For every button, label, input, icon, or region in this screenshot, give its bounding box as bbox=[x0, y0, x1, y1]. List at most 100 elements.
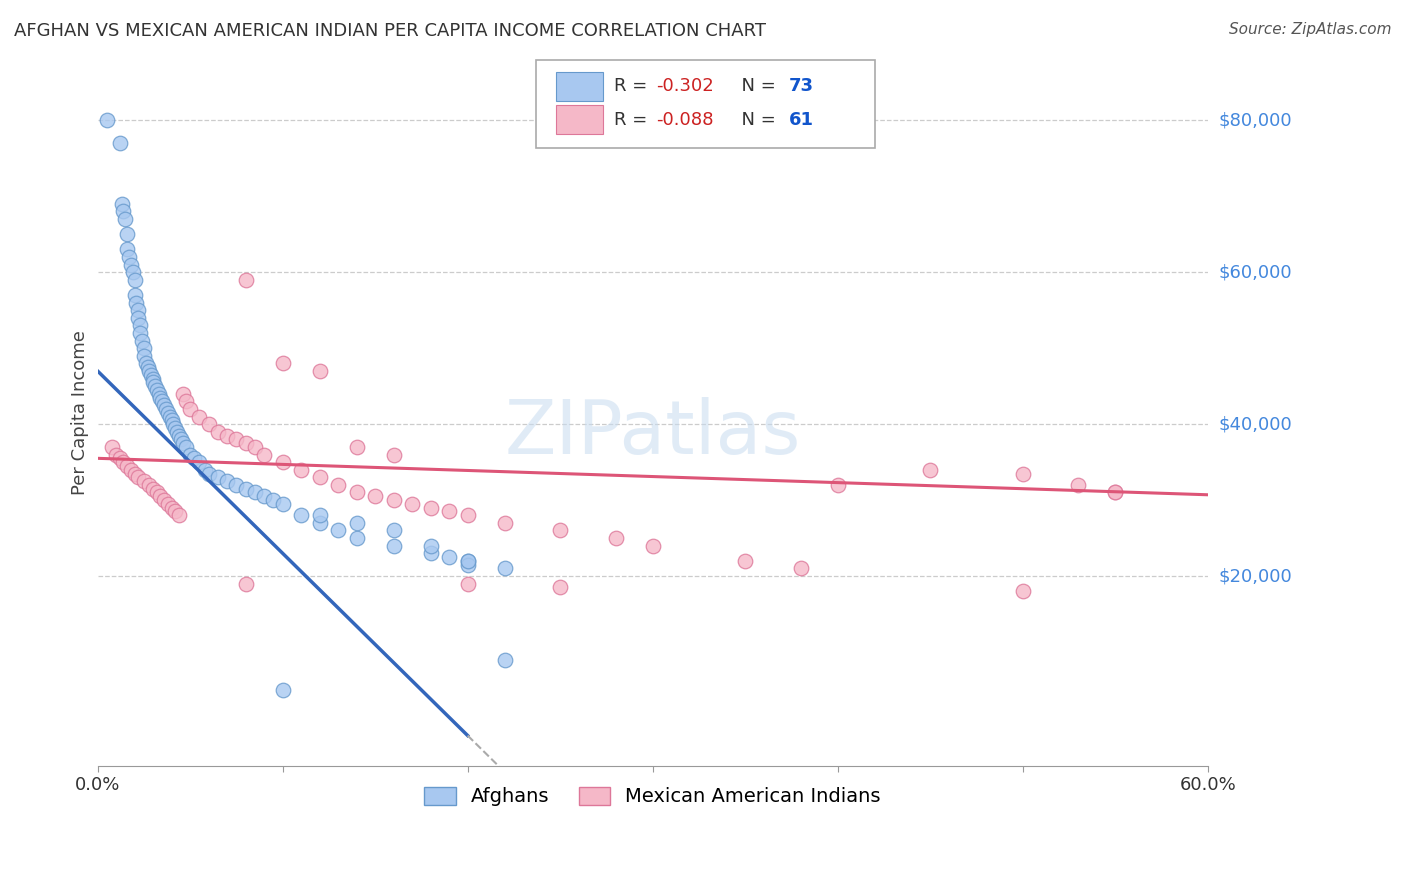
Text: $20,000: $20,000 bbox=[1219, 567, 1292, 585]
Point bbox=[179, 401, 201, 416]
Point bbox=[165, 504, 187, 518]
Point bbox=[437, 504, 460, 518]
Point bbox=[326, 524, 349, 538]
Point bbox=[111, 197, 134, 211]
Point bbox=[183, 451, 205, 466]
Point bbox=[308, 508, 330, 523]
Point bbox=[548, 581, 571, 595]
Point bbox=[290, 508, 312, 523]
Point bbox=[138, 364, 160, 378]
Point bbox=[194, 463, 217, 477]
Point bbox=[271, 356, 294, 370]
Point bbox=[207, 425, 229, 439]
Y-axis label: Per Capita Income: Per Capita Income bbox=[72, 330, 89, 495]
Point bbox=[253, 489, 276, 503]
Text: $40,000: $40,000 bbox=[1219, 415, 1292, 434]
Point bbox=[150, 394, 173, 409]
Point bbox=[225, 478, 247, 492]
Point bbox=[108, 136, 131, 150]
Point bbox=[382, 448, 405, 462]
Point bbox=[346, 440, 368, 454]
Text: $60,000: $60,000 bbox=[1219, 263, 1292, 281]
Text: AFGHAN VS MEXICAN AMERICAN INDIAN PER CAPITA INCOME CORRELATION CHART: AFGHAN VS MEXICAN AMERICAN INDIAN PER CA… bbox=[14, 22, 766, 40]
Point bbox=[457, 554, 479, 568]
Text: 61: 61 bbox=[789, 111, 814, 128]
Point bbox=[605, 531, 627, 545]
Point bbox=[457, 508, 479, 523]
Text: N =: N = bbox=[730, 78, 782, 95]
Point bbox=[132, 349, 155, 363]
Point bbox=[457, 554, 479, 568]
Point bbox=[243, 485, 266, 500]
Point bbox=[132, 341, 155, 355]
Point bbox=[112, 204, 135, 219]
Point bbox=[146, 485, 169, 500]
Point bbox=[172, 436, 194, 450]
Point bbox=[143, 379, 166, 393]
Point bbox=[235, 576, 257, 591]
Point bbox=[253, 448, 276, 462]
Point bbox=[419, 539, 441, 553]
Point bbox=[271, 497, 294, 511]
Point bbox=[118, 250, 141, 264]
Point bbox=[129, 326, 152, 340]
Point bbox=[457, 558, 479, 572]
Point bbox=[1104, 485, 1126, 500]
Point bbox=[346, 485, 368, 500]
Point bbox=[382, 539, 405, 553]
Point bbox=[162, 417, 184, 431]
Point bbox=[1067, 478, 1090, 492]
Text: 73: 73 bbox=[789, 78, 814, 95]
Point bbox=[149, 489, 172, 503]
Point bbox=[127, 470, 149, 484]
Point bbox=[146, 383, 169, 397]
Point bbox=[346, 531, 368, 545]
Legend: Afghans, Mexican American Indians: Afghans, Mexican American Indians bbox=[415, 777, 890, 816]
Point bbox=[217, 428, 239, 442]
Point bbox=[243, 440, 266, 454]
Point bbox=[1011, 584, 1033, 599]
Point bbox=[172, 386, 194, 401]
Point bbox=[382, 493, 405, 508]
Point bbox=[124, 273, 146, 287]
Point bbox=[382, 524, 405, 538]
Point bbox=[188, 455, 211, 469]
Point bbox=[308, 470, 330, 484]
Point bbox=[326, 478, 349, 492]
Point bbox=[160, 413, 183, 427]
Point bbox=[129, 318, 152, 333]
Point bbox=[457, 576, 479, 591]
Point bbox=[155, 401, 177, 416]
Point bbox=[437, 549, 460, 564]
Point bbox=[197, 417, 219, 431]
Point bbox=[401, 497, 423, 511]
Point bbox=[124, 288, 146, 302]
Point bbox=[1104, 485, 1126, 500]
Point bbox=[290, 463, 312, 477]
Point bbox=[920, 463, 942, 477]
Point bbox=[179, 448, 201, 462]
Point bbox=[121, 265, 143, 279]
Point bbox=[197, 467, 219, 481]
Point bbox=[120, 463, 142, 477]
Text: N =: N = bbox=[730, 111, 782, 128]
Point bbox=[120, 258, 142, 272]
Point bbox=[148, 386, 170, 401]
Point bbox=[1011, 467, 1033, 481]
Point bbox=[170, 433, 193, 447]
Point bbox=[136, 360, 159, 375]
Point bbox=[734, 554, 756, 568]
Point bbox=[141, 368, 163, 382]
FancyBboxPatch shape bbox=[555, 71, 603, 102]
Point bbox=[419, 500, 441, 515]
Point bbox=[167, 508, 190, 523]
Point bbox=[419, 546, 441, 560]
Point bbox=[176, 440, 198, 454]
Text: $80,000: $80,000 bbox=[1219, 112, 1292, 129]
Point bbox=[217, 474, 239, 488]
Point bbox=[112, 455, 135, 469]
Text: R =: R = bbox=[614, 78, 652, 95]
Point bbox=[132, 474, 155, 488]
Text: R =: R = bbox=[614, 111, 652, 128]
Point bbox=[308, 364, 330, 378]
